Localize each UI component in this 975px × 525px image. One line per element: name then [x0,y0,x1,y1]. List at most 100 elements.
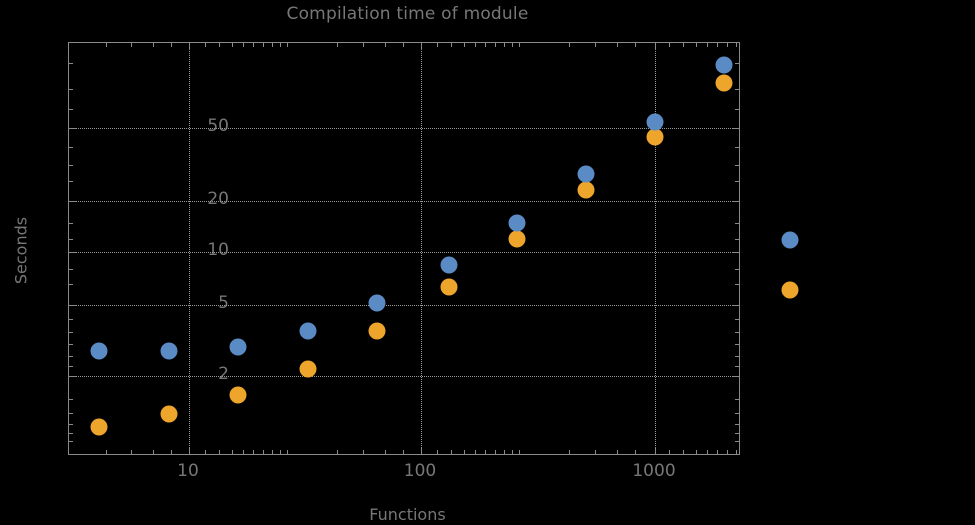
y-tick-label: 2 [218,364,229,384]
x-tick-major [189,447,190,454]
y-tick-minor [69,332,73,333]
chart-title: Compilation time of module [286,4,529,24]
y-tick-minor [69,239,73,240]
x-tick-minor [205,450,206,454]
x-tick-minor [272,450,273,454]
x-tick-minor [131,450,132,454]
y-tick-minor [735,63,739,64]
x-tick-minor [504,450,505,454]
y-tick-minor [735,223,739,224]
y-tick-major [732,252,739,253]
data-point [440,278,458,296]
y-tick-label: 10 [207,240,229,260]
data-point [160,405,178,423]
x-tick-minor [736,43,737,47]
y-tick-minor [735,332,739,333]
x-tick-minor [106,450,107,454]
x-tick-minor [451,43,452,47]
x-tick-minor [683,43,684,47]
x-tick-minor [243,43,244,47]
y-tick-major [69,376,76,377]
plot-area [68,42,740,455]
y-tick-major [69,128,76,129]
y-tick-minor [69,165,73,166]
x-tick-minor [171,43,172,47]
x-tick-minor [464,450,465,454]
y-tick-minor [735,239,739,240]
y-tick-major [732,376,739,377]
x-tick-minor [669,450,670,454]
y-tick-label: 5 [218,293,229,313]
y-tick-major [69,201,76,202]
data-point [577,181,595,199]
x-tick-minor [707,450,708,454]
data-point [577,165,595,183]
x-tick-minor [363,450,364,454]
x-tick-minor [232,450,233,454]
y-tick-minor [69,89,73,90]
x-tick-minor [519,450,520,454]
gridline-horizontal [69,128,739,129]
data-point [368,322,386,340]
y-tick-major [69,252,76,253]
x-tick-minor [512,43,513,47]
x-tick-minor [280,450,281,454]
data-point [715,74,733,92]
data-point [299,322,317,340]
x-tick-minor [717,450,718,454]
y-tick-minor [735,413,739,414]
gridline-horizontal [69,252,739,253]
x-tick-minor [385,43,386,47]
y-tick-minor [735,147,739,148]
x-tick-minor [669,43,670,47]
y-tick-minor [735,356,739,357]
x-tick-major [655,447,656,454]
x-tick-minor [243,450,244,454]
y-tick-major [732,201,739,202]
x-tick-minor [153,450,154,454]
y-tick-minor [735,319,739,320]
x-tick-minor [171,450,172,454]
x-tick-label: 1000 [632,461,676,481]
x-tick-minor [569,43,570,47]
x-tick-minor [263,450,264,454]
x-tick-minor [475,450,476,454]
x-tick-major [421,43,422,50]
gridline-horizontal [69,376,739,377]
x-tick-minor [617,450,618,454]
y-tick-label: 20 [207,189,229,209]
x-axis-title: Functions [369,505,446,524]
gridline-vertical [421,43,422,454]
y-tick-minor [735,284,739,285]
x-tick-minor [635,43,636,47]
x-tick-major [655,43,656,50]
y-tick-minor [69,424,73,425]
x-tick-minor [485,450,486,454]
x-tick-minor [337,450,338,454]
y-tick-minor [69,356,73,357]
y-tick-minor [735,366,739,367]
x-tick-minor [451,450,452,454]
x-tick-minor [205,43,206,47]
data-point [229,386,247,404]
y-tick-minor [69,433,73,434]
x-tick-minor [617,43,618,47]
x-tick-minor [253,450,254,454]
x-tick-minor [569,450,570,454]
x-tick-minor [253,43,254,47]
x-tick-minor [595,43,596,47]
x-tick-minor [403,450,404,454]
x-tick-minor [696,43,697,47]
data-point [646,113,664,131]
x-tick-minor [727,43,728,47]
x-tick-minor [485,43,486,47]
y-tick-minor [735,433,739,434]
x-tick-minor [727,450,728,454]
data-point [440,256,458,274]
x-tick-minor [287,43,288,47]
y-tick-minor [735,269,739,270]
y-axis-title: Seconds [11,216,31,285]
data-point [160,342,178,360]
x-tick-minor [707,43,708,47]
